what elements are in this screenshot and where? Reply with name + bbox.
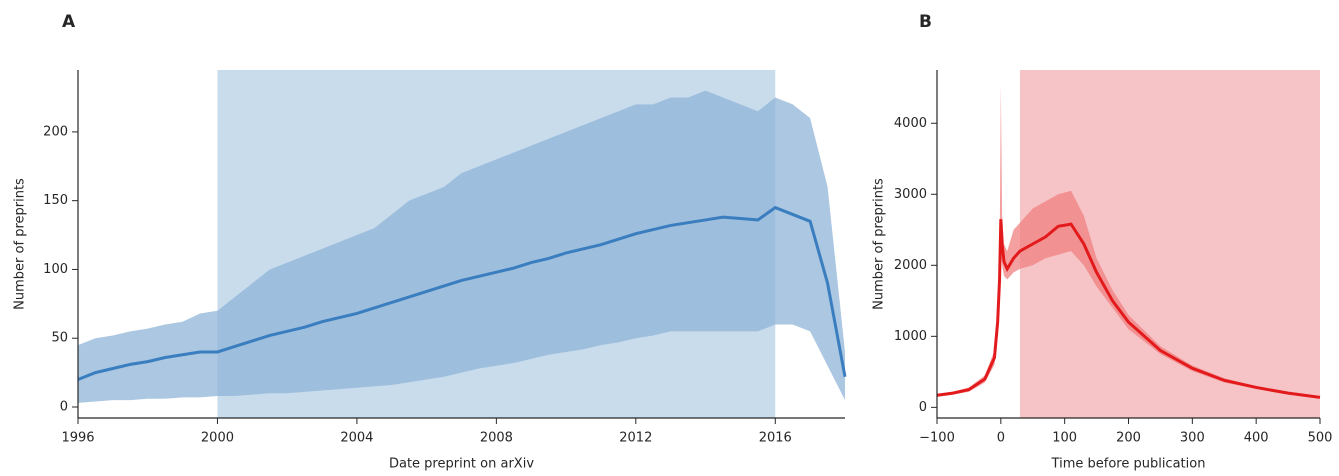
x-axis-label: Date preprint on arXiv xyxy=(389,457,534,472)
y-tick-label: 0 xyxy=(919,400,927,415)
y-tick-label: 50 xyxy=(51,331,68,346)
x-tick-label: 2008 xyxy=(480,431,513,446)
x-tick-label: 2016 xyxy=(759,431,792,446)
mean-line xyxy=(77,205,847,381)
y-tick-label: 150 xyxy=(43,193,68,208)
x-tick-label: 2004 xyxy=(340,431,373,446)
x-tick-label: 2000 xyxy=(201,431,234,446)
x-tick-label: 2012 xyxy=(619,431,652,446)
panel-label: A xyxy=(62,12,76,32)
y-tick-label: 2000 xyxy=(894,258,927,273)
x-tick-label: 200 xyxy=(1116,431,1141,446)
mean-line xyxy=(936,219,1321,399)
x-axis-label: Time before publication xyxy=(1051,457,1206,472)
y-axis-label: Number of preprints xyxy=(872,178,887,310)
y-tick-label: 3000 xyxy=(894,187,927,202)
y-tick-label: 1000 xyxy=(894,329,927,344)
y-tick-label: 200 xyxy=(43,124,68,139)
x-tick-label: 1996 xyxy=(61,431,94,446)
x-tick-label: 100 xyxy=(1052,431,1077,446)
x-tick-label: −100 xyxy=(919,431,955,446)
y-tick-label: 0 xyxy=(60,399,68,414)
y-tick-label: 4000 xyxy=(894,116,927,131)
range-band xyxy=(78,90,845,403)
range-band xyxy=(937,84,1320,399)
y-tick-label: 100 xyxy=(43,262,68,277)
x-tick-label: 500 xyxy=(1308,431,1333,446)
x-tick-label: 400 xyxy=(1244,431,1269,446)
x-tick-label: 300 xyxy=(1180,431,1205,446)
panel-label: B xyxy=(919,12,932,32)
x-tick-label: 0 xyxy=(997,431,1005,446)
y-axis-label: Number of preprints xyxy=(13,178,28,310)
